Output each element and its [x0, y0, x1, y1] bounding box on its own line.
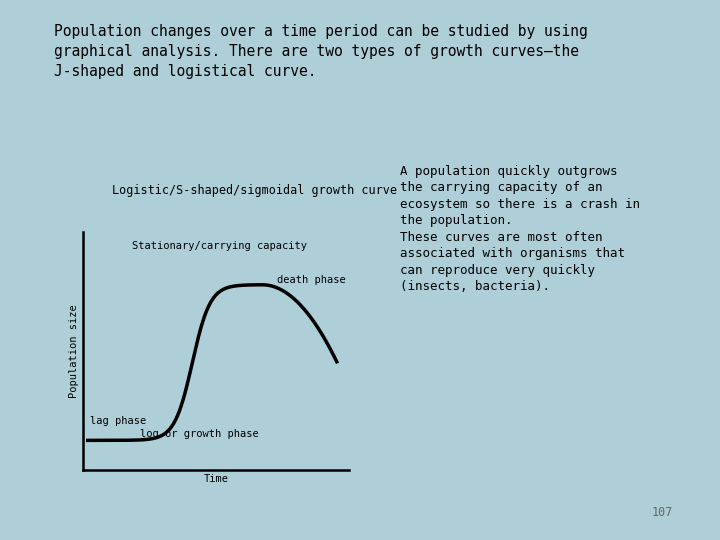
- X-axis label: Time: Time: [204, 474, 228, 484]
- Text: A population quickly outgrows
the carrying capacity of an
ecosystem so there is : A population quickly outgrows the carryi…: [400, 165, 639, 293]
- Text: Logistic/S-shaped/sigmoidal growth curve: Logistic/S-shaped/sigmoidal growth curve: [112, 184, 397, 197]
- Text: Population changes over a time period can be studied by using
graphical analysis: Population changes over a time period ca…: [54, 24, 588, 79]
- Text: death phase: death phase: [277, 275, 346, 285]
- Text: log or growth phase: log or growth phase: [140, 429, 258, 440]
- Text: 107: 107: [652, 507, 673, 519]
- Y-axis label: Population size: Population size: [68, 304, 78, 398]
- Text: lag phase: lag phase: [90, 416, 146, 426]
- Text: Stationary/carrying capacity: Stationary/carrying capacity: [132, 241, 307, 251]
